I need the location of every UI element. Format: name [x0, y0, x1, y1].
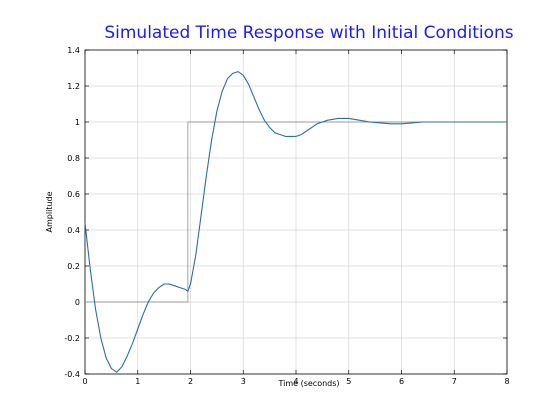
y-tick-label: 0 — [75, 298, 80, 307]
y-tick-label: -0.4 — [64, 370, 80, 379]
y-tick-label: 0.8 — [67, 154, 80, 163]
x-tick-label: 6 — [399, 377, 404, 386]
series-group — [84, 71, 507, 373]
x-tick-label: 8 — [504, 377, 509, 386]
x-tick-label: 7 — [452, 377, 457, 386]
axis-ticks: 0 1 2 3 4 5 6 7 8 -0.4 -0.2 0 0.2 0.4 0.6 0.8 1 1.2 1.4 — [64, 46, 509, 386]
y-tick-label: 0.2 — [67, 262, 80, 271]
x-axis-label: Time (seconds) — [277, 379, 339, 388]
y-tick-label: 0.6 — [67, 190, 80, 199]
response-line — [84, 71, 507, 373]
x-tick-label: 0 — [82, 377, 87, 386]
x-tick-label: 1 — [135, 377, 140, 386]
y-tick-label: 1.4 — [67, 46, 80, 55]
y-tick-label: 0.4 — [67, 226, 80, 235]
y-tick-label: 1.2 — [67, 82, 80, 91]
x-tick-label: 3 — [241, 377, 246, 386]
y-tick-label: 1 — [75, 118, 80, 127]
y-axis-label: Amplitude — [45, 191, 54, 232]
x-tick-label: 5 — [346, 377, 351, 386]
step-input-line — [85, 121, 507, 303]
x-tick-label: 2 — [188, 377, 193, 386]
chart-title: Simulated Time Response with Initial Con… — [104, 23, 513, 43]
y-tick-label: -0.2 — [64, 334, 80, 343]
x-tick-label: 4 — [293, 377, 298, 386]
